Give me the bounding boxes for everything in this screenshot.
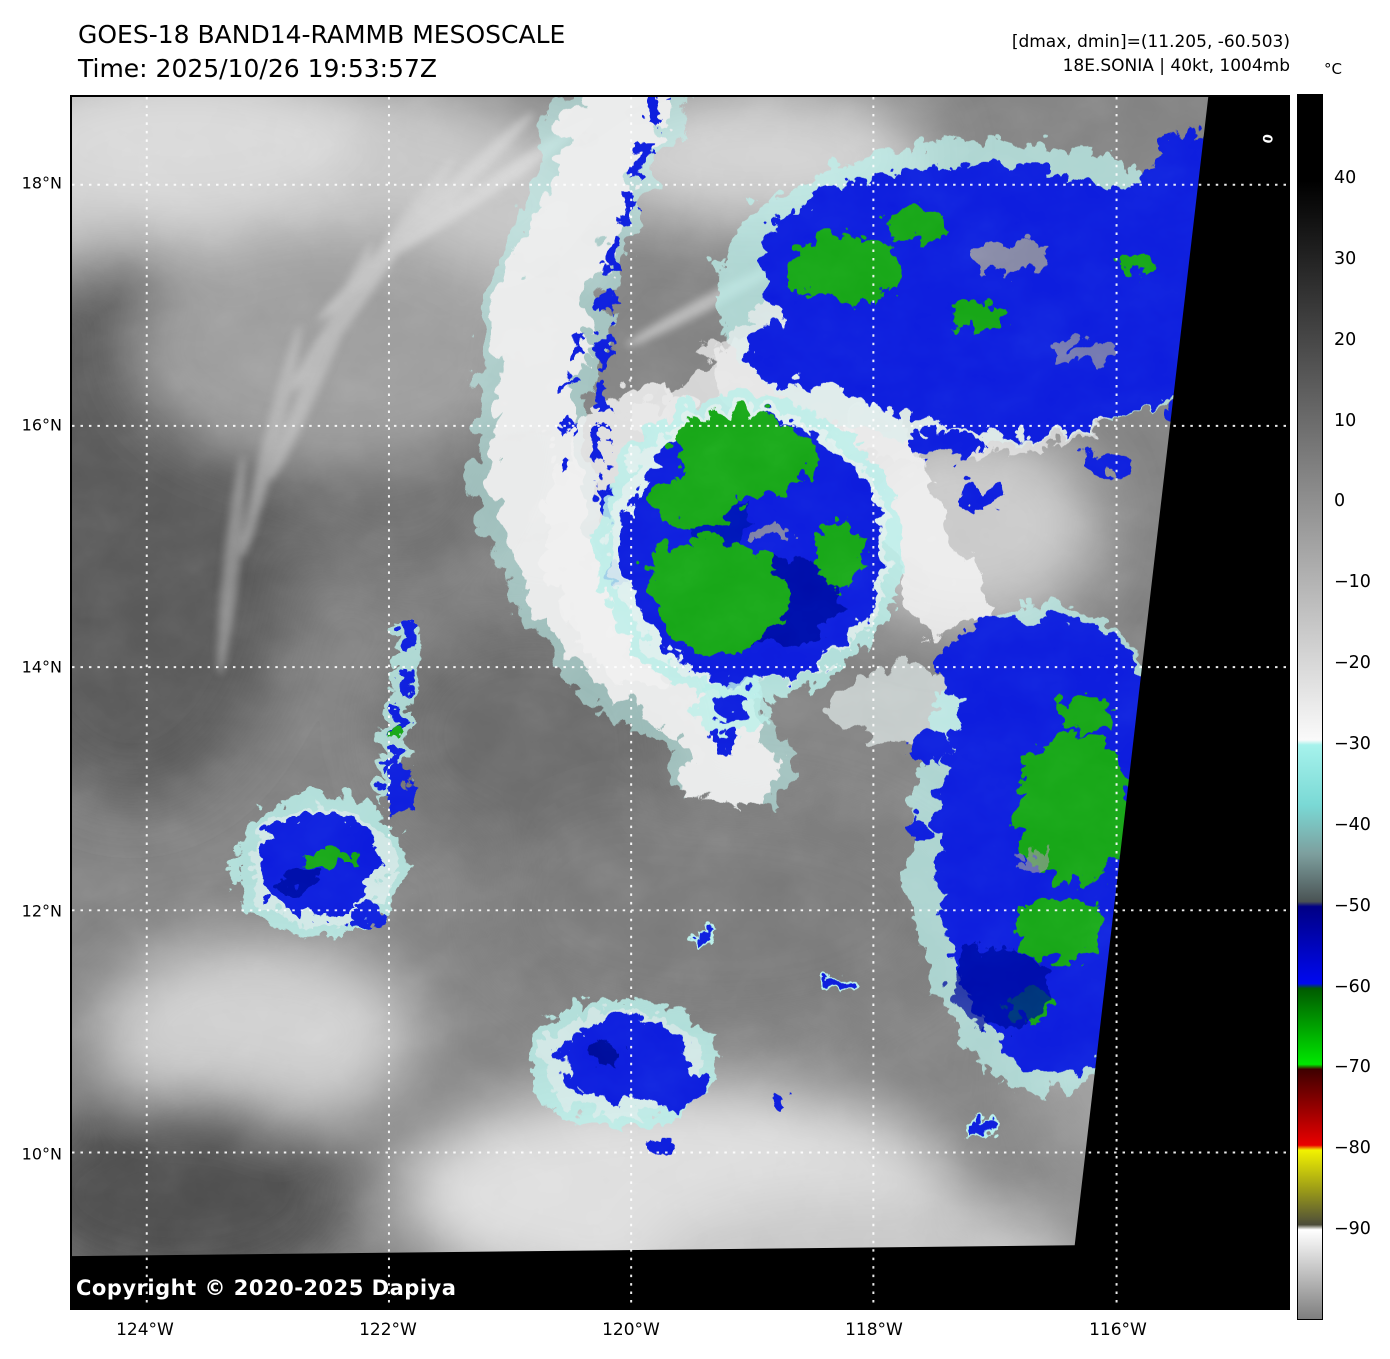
page-title: GOES-18 BAND14-RAMMB MESOSCALE <box>78 20 566 49</box>
noise-texture <box>72 97 1288 1308</box>
satellite-map <box>70 95 1290 1310</box>
cb-tick-m10: −10 <box>1334 572 1371 592</box>
lon-tick-122w: 122°W <box>359 1320 417 1340</box>
cb-tick-m70: −70 <box>1334 1057 1371 1077</box>
cb-tick-m60: −60 <box>1334 977 1371 997</box>
lat-tick-16n: 16°N <box>21 415 62 435</box>
cb-tick-40: 40 <box>1334 168 1357 188</box>
lon-tick-120w: 120°W <box>602 1320 660 1340</box>
off-scan-region <box>72 97 1288 1308</box>
colorbar-unit: °C <box>1324 60 1342 78</box>
lon-tick-118w: 118°W <box>845 1320 903 1340</box>
annotation-block: [dmax, dmin]=(11.205, -60.503) 18E.SONIA… <box>1012 30 1290 78</box>
lat-tick-18n: 18°N <box>21 173 62 193</box>
dmax-dmin-readout: [dmax, dmin]=(11.205, -60.503) <box>1011 32 1290 52</box>
timestamp: Time: 2025/10/26 19:53:57Z <box>78 54 437 83</box>
copyright-text: Copyright © 2020-2025 Dapiya <box>76 1276 457 1300</box>
cb-tick-0: 0 <box>1334 491 1346 511</box>
cb-tick-30: 30 <box>1334 249 1357 269</box>
storm-info: 18E.SONIA | 40kt, 1004mb <box>1062 56 1290 76</box>
lat-tick-10n: 10°N <box>21 1144 62 1164</box>
cb-tick-m40: −40 <box>1334 815 1371 835</box>
cb-tick-m30: −30 <box>1334 734 1371 754</box>
cb-tick-m80: −80 <box>1334 1138 1371 1158</box>
temperature-colorbar <box>1297 94 1323 1320</box>
cb-tick-m20: −20 <box>1334 653 1371 673</box>
cb-tick-m50: −50 <box>1334 896 1371 916</box>
lat-tick-14n: 14°N <box>21 657 62 677</box>
lat-tick-12n: 12°N <box>21 901 62 921</box>
satellite-imagery <box>72 97 1288 1308</box>
cb-tick-20: 20 <box>1334 330 1357 350</box>
lon-tick-116w: 116°W <box>1089 1320 1147 1340</box>
lon-tick-124w: 124°W <box>116 1320 174 1340</box>
cb-tick-10: 10 <box>1334 411 1357 431</box>
graticule <box>72 97 1288 1308</box>
cb-tick-m90: −90 <box>1334 1219 1371 1239</box>
